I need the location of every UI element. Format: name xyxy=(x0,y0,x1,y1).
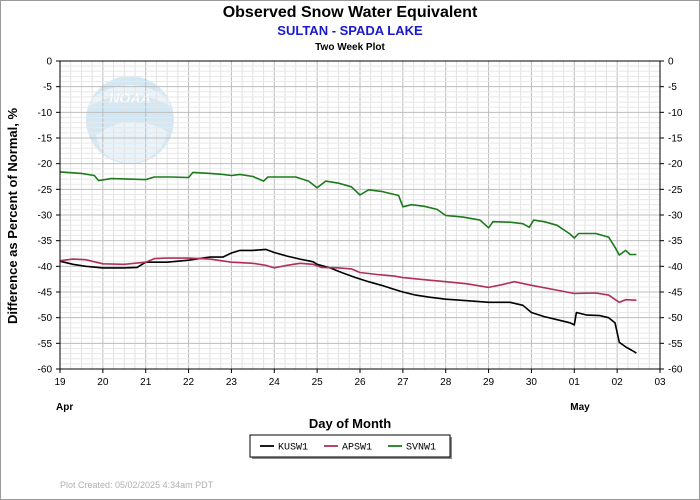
y-tick-label-left: -40 xyxy=(38,262,53,273)
chart-subtitle: SULTAN - SPADA LAKE xyxy=(277,23,423,38)
y-tick-label-left: -20 xyxy=(38,159,53,170)
y-axis-label: Difference as Percent of Normal, % xyxy=(5,108,20,324)
plot-area-border xyxy=(59,60,661,370)
y-tick-label-left: -35 xyxy=(38,236,53,247)
x-tick-label: 22 xyxy=(183,377,195,388)
series-line-kusw1 xyxy=(59,248,637,354)
y-tick-label-left: -30 xyxy=(38,211,53,222)
y-tick-label-right: 0 xyxy=(668,57,674,68)
y-tick-label-right: -45 xyxy=(668,288,683,299)
x-tick-label: 25 xyxy=(312,377,324,388)
y-tick-label-right: -25 xyxy=(668,185,683,196)
y-tick-label-right: -20 xyxy=(668,159,683,170)
y-tick-label-right: -5 xyxy=(668,82,677,93)
y-tick-label-right: -30 xyxy=(668,211,683,222)
x-axis: 19 20 21 22 23 24 25 26 27 28 29 30 01 02 03 Apr May xyxy=(54,369,666,413)
month-label: May xyxy=(570,402,590,413)
y-tick-label-right: -50 xyxy=(668,313,683,324)
legend-box xyxy=(249,434,451,458)
x-tick-label: 30 xyxy=(526,377,538,388)
legend: KUSW1 APSW1 SVNW1 xyxy=(249,434,452,459)
x-axis-label: Day of Month xyxy=(309,416,391,431)
month-label: Apr xyxy=(56,402,73,413)
y-tick-label-left: -15 xyxy=(38,134,53,145)
x-tick-label: 21 xyxy=(140,377,152,388)
x-tick-label: 23 xyxy=(226,377,238,388)
y-tick-label-left: -60 xyxy=(38,365,53,376)
series-line-svnw1 xyxy=(59,171,637,256)
y-tick-label-right: -10 xyxy=(668,108,683,119)
x-tick-label: 19 xyxy=(54,377,66,388)
series-line-apsw1 xyxy=(59,257,637,304)
noaa-logo-icon: NOAA xyxy=(86,76,174,164)
legend-label: KUSW1 xyxy=(278,443,308,454)
y-tick-label-left: -55 xyxy=(38,339,53,350)
chart-title: Observed Snow Water Equivalent xyxy=(223,4,478,21)
y-tick-label-right: -35 xyxy=(668,236,683,247)
logo-text: NOAA xyxy=(109,90,150,106)
y-tick-label-left: -50 xyxy=(38,313,53,324)
chart-subsubtitle: Two Week Plot xyxy=(315,42,385,53)
y-tick-label-right: -15 xyxy=(668,134,683,145)
y-tick-label-left: -45 xyxy=(38,288,53,299)
x-tick-label: 24 xyxy=(269,377,281,388)
y-tick-label-left: -10 xyxy=(38,108,53,119)
x-tick-label: 02 xyxy=(612,377,624,388)
y-tick-label-right: -60 xyxy=(668,365,683,376)
y-tick-label-left: -5 xyxy=(43,82,52,93)
y-axis: 0 0 -5 -5 -10 -10 -15 -15 -20 -20 -25 -25 -30 -30 -35 -… xyxy=(38,57,683,376)
x-tick-label: 29 xyxy=(483,377,495,388)
x-tick-label: 20 xyxy=(97,377,109,388)
legend-label: SVNW1 xyxy=(406,443,436,454)
y-tick-label-right: -55 xyxy=(668,339,683,350)
series-lines xyxy=(59,171,637,354)
x-tick-label: 26 xyxy=(354,377,366,388)
y-tick-label-left: 0 xyxy=(46,57,52,68)
x-tick-label: 27 xyxy=(397,377,409,388)
x-tick-label: 03 xyxy=(654,377,666,388)
y-tick-label-left: -25 xyxy=(38,185,53,196)
x-tick-label: 28 xyxy=(440,377,452,388)
y-tick-label-right: -40 xyxy=(668,262,683,273)
x-tick-label: 01 xyxy=(569,377,581,388)
plot-created-footer: Plot Created: 05/02/2025 4:34am PDT xyxy=(60,480,214,490)
legend-label: APSW1 xyxy=(342,443,372,454)
